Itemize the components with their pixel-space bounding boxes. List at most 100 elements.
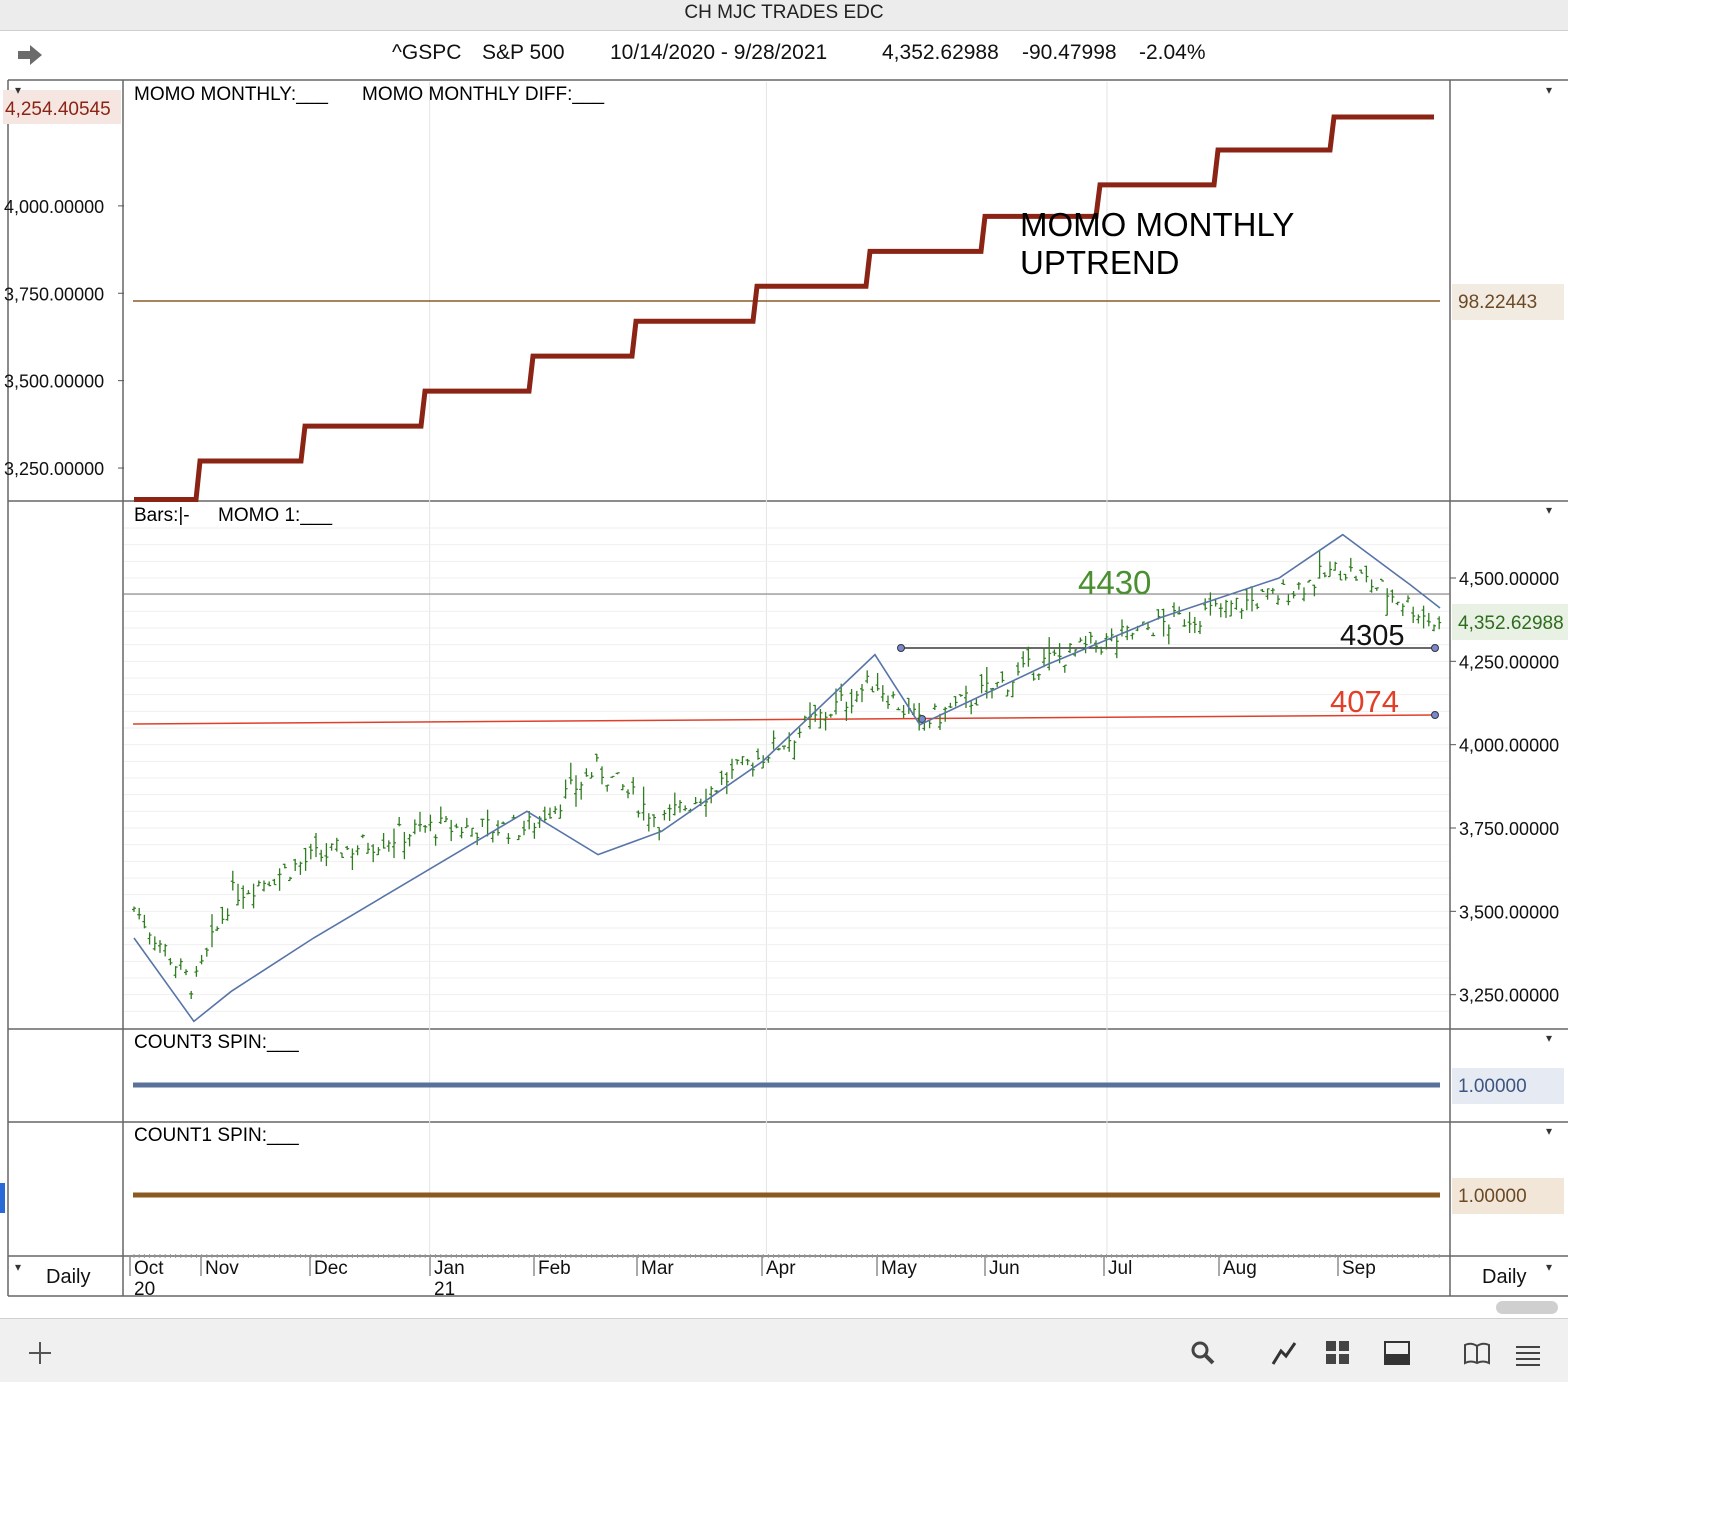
price-bar xyxy=(1161,608,1166,637)
price-bar xyxy=(948,702,953,709)
price-bar xyxy=(1099,646,1104,655)
price-bar xyxy=(376,847,381,856)
price-bar xyxy=(678,800,682,813)
price-bar xyxy=(147,932,152,945)
price-bar xyxy=(1348,557,1353,572)
forward-arrow-icon[interactable] xyxy=(16,43,44,67)
period-left[interactable]: Daily xyxy=(46,1266,91,1288)
price-bar xyxy=(1400,603,1405,617)
price-bar xyxy=(974,698,979,706)
axis-left-chevron-icon[interactable]: ▾ xyxy=(15,1260,21,1274)
price-bar xyxy=(605,784,610,792)
month-label: Feb xyxy=(538,1258,571,1279)
count3-menu-chevron-icon[interactable]: ▾ xyxy=(1546,1031,1552,1045)
price-bar xyxy=(444,816,448,823)
time-axis[interactable]: Oct Nov Dec Jan Feb Mar Apr May Jun Jul Aug Sep 20 21 xyxy=(129,1254,1440,1300)
price-bar xyxy=(402,831,407,860)
price-bar xyxy=(1302,587,1306,602)
price-bar xyxy=(1062,664,1067,673)
price-bar xyxy=(631,777,636,795)
horizontal-scrollbar[interactable] xyxy=(1496,1301,1558,1314)
price-bar xyxy=(823,711,828,731)
price-bar xyxy=(600,766,604,785)
level-4074-handle-start[interactable] xyxy=(918,715,926,723)
count1-menu-chevron-icon[interactable]: ▾ xyxy=(1546,1124,1552,1138)
count1-tag-box xyxy=(1452,1178,1564,1214)
add-icon[interactable] xyxy=(26,1339,54,1367)
price-bar xyxy=(1224,599,1228,618)
price-bar xyxy=(454,823,459,829)
month-label: Sep xyxy=(1342,1258,1376,1279)
price-tick-label: 3,750.00000 xyxy=(1459,819,1559,839)
price-bar xyxy=(672,792,677,816)
bottom-toolbar xyxy=(0,1318,1568,1382)
count1-panel: COUNT1 SPIN:___ 1.00000 ▾ xyxy=(133,1124,1564,1214)
price-bar xyxy=(938,713,942,730)
price-bar xyxy=(215,926,220,932)
price-bar xyxy=(1333,561,1338,571)
price-bar xyxy=(1359,569,1364,574)
axis-right-chevron-icon[interactable]: ▾ xyxy=(1546,1260,1552,1274)
price-bar xyxy=(137,907,142,920)
price-bar xyxy=(319,849,324,862)
level-4074-handle-end[interactable] xyxy=(1431,711,1439,719)
price-tick-label: 4,000.00000 xyxy=(1459,736,1559,756)
price-bar xyxy=(646,813,651,832)
price-bar xyxy=(516,834,521,841)
price-bar xyxy=(589,772,594,779)
uptrend-annotation-line2: UPTREND xyxy=(1020,244,1180,281)
book-icon[interactable] xyxy=(1463,1339,1491,1367)
count3-panel: COUNT3 SPIN:___ 1.00000 ▾ xyxy=(133,1031,1564,1104)
price-bar xyxy=(324,843,329,867)
monthly-legend-momo: MOMO MONTHLY:___ xyxy=(134,84,328,105)
line-chart-icon[interactable] xyxy=(1270,1339,1298,1367)
chart-canvas[interactable]: MOMO MONTHLY:___ MOMO MONTHLY DIFF:___ 4… xyxy=(0,78,1568,1318)
price-bar xyxy=(262,880,266,892)
price-bar xyxy=(610,775,615,778)
price-bar xyxy=(142,914,147,929)
price-change: -90.47998 xyxy=(1022,41,1117,64)
monthly-menu-chevron-icon[interactable]: ▾ xyxy=(1546,83,1552,97)
grid-layout-icon[interactable] xyxy=(1324,1339,1352,1367)
price-bar xyxy=(1088,631,1093,644)
price-bar xyxy=(392,828,396,859)
price-bar xyxy=(782,745,786,750)
count3-tag: 1.00000 xyxy=(1458,1076,1527,1097)
monthly-tick-label: 3,750.00000 xyxy=(4,284,104,304)
price-bar xyxy=(995,681,1000,687)
price-bar xyxy=(1354,575,1358,581)
price-tick-label: 4,250.00000 xyxy=(1459,652,1559,672)
price-bar xyxy=(714,790,719,793)
momo-monthly-line xyxy=(134,114,1434,502)
price-panel: Bars:|- MOMO 1:___ 4,500.00000 4,250.0000… xyxy=(123,503,1568,1023)
month-label: Dec xyxy=(314,1258,348,1279)
price-menu-chevron-icon[interactable]: ▾ xyxy=(1546,503,1552,517)
price-bar xyxy=(1265,588,1270,600)
price-bar xyxy=(303,847,308,871)
month-label: Jul xyxy=(1108,1258,1132,1279)
price-bar xyxy=(828,713,833,718)
price-bar xyxy=(615,772,620,775)
price-bar xyxy=(397,817,402,827)
price-bar xyxy=(953,696,958,707)
price-bar xyxy=(880,685,885,702)
date-range: 10/14/2020 - 9/28/2021 xyxy=(610,41,828,64)
level-4305-handle-start[interactable] xyxy=(897,644,905,652)
price-bar xyxy=(1198,620,1202,635)
price-bar xyxy=(1307,579,1312,583)
menu-icon[interactable] xyxy=(1514,1339,1542,1367)
period-right[interactable]: Daily xyxy=(1482,1266,1527,1288)
level-4305-handle-end[interactable] xyxy=(1431,644,1439,652)
label-4430: 4430 xyxy=(1078,564,1151,601)
label-4074: 4074 xyxy=(1330,684,1399,719)
price-bar xyxy=(230,870,235,891)
price-bar xyxy=(943,706,948,722)
price-bar xyxy=(979,674,984,694)
price-bar xyxy=(1286,594,1291,606)
search-icon[interactable] xyxy=(1189,1339,1217,1367)
price-bar xyxy=(1437,616,1442,630)
monthly-left-chevron-icon[interactable]: ▾ xyxy=(15,83,21,97)
panel-layout-icon[interactable] xyxy=(1383,1339,1411,1367)
price-bar xyxy=(527,810,532,830)
price-bar xyxy=(1016,662,1020,676)
